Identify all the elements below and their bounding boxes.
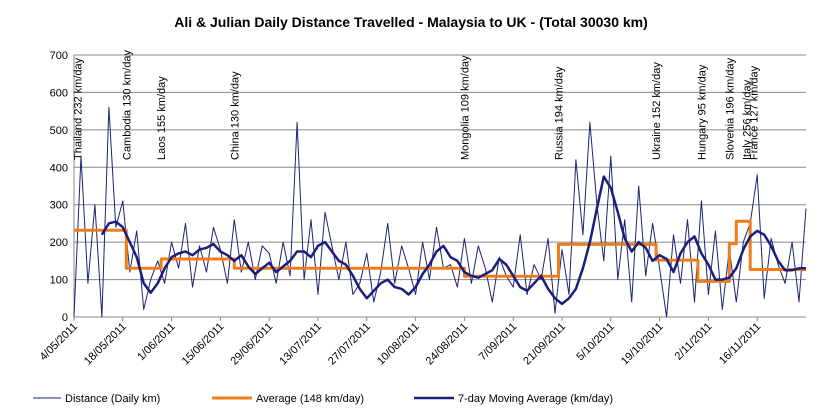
- series-line-moving-average: [100, 175, 806, 306]
- grid-layer: [73, 54, 806, 321]
- annotation-label: Hungary 95 km/day: [696, 64, 708, 160]
- y-tick-label: 500: [50, 125, 68, 137]
- annotation-label: Cambodia 130 km/day: [121, 49, 133, 160]
- legend: Distance (Daily km) Average (148 km/day) 7…: [33, 393, 613, 405]
- x-tick-labels: 4/05/2011 18/05/2011 1/06/2011 15/06/2011 29…: [38, 321, 764, 368]
- y-tick-label: 400: [50, 162, 68, 174]
- x-tick-label: 15/06/2011: [180, 321, 227, 368]
- x-tick-label: 13/07/2011: [277, 321, 324, 368]
- annotation-label: France 127 km/day: [749, 65, 761, 160]
- x-tick-label: 5/10/2011: [574, 321, 617, 364]
- series-layer: [73, 106, 807, 318]
- x-tick-label: 4/05/2011: [38, 321, 81, 364]
- x-tick-label: 7/09/2011: [477, 321, 520, 364]
- y-tick-label: 100: [50, 275, 68, 287]
- legend-label: Distance (Daily km): [65, 393, 160, 405]
- y-tick-label: 200: [50, 237, 68, 249]
- x-tick-label: 19/10/2011: [619, 321, 666, 368]
- x-tick-label: 1/06/2011: [135, 321, 178, 364]
- annotation-label: Thailand 232 km/day: [72, 57, 84, 160]
- annotation-label: Mongolia 109 km/day: [459, 55, 471, 160]
- annotation-layer: Thailand 232 km/day Cambodia 130 km/day La…: [72, 49, 760, 160]
- x-tick-label: 24/08/2011: [424, 321, 471, 368]
- y-tick-label: 300: [50, 200, 68, 212]
- x-tick-label: 21/09/2011: [521, 321, 568, 368]
- x-tick-label: 27/07/2011: [326, 321, 373, 368]
- annotation-label: Laos 155 km/day: [156, 76, 168, 160]
- series-line-average: [74, 219, 806, 283]
- x-tick-label: 16/11/2011: [717, 321, 763, 367]
- y-tick-labels: 0 100 200 300 400 500 600 700: [50, 50, 68, 324]
- chart-title: Ali & Julian Daily Distance Travelled - …: [174, 14, 648, 30]
- y-tick-label: 0: [62, 312, 68, 324]
- x-tick-label: 10/08/2011: [375, 321, 422, 368]
- legend-label: Average (148 km/day): [256, 393, 364, 405]
- annotation-label: Slovenia 196 km/day: [724, 57, 736, 160]
- annotation-label: Italy 256 km/day: [742, 79, 754, 160]
- y-tick-label: 700: [50, 50, 68, 62]
- legend-label: 7-day Moving Average (km/day): [458, 393, 613, 405]
- annotation-label: China 130 km/day: [229, 71, 241, 160]
- x-tick-label: 18/05/2011: [82, 321, 129, 368]
- annotation-label: Ukraine 152 km/day: [651, 62, 663, 160]
- x-tick-label: 2/11/2011: [673, 321, 715, 363]
- x-tick-label: 29/06/2011: [228, 321, 275, 368]
- y-tick-label: 600: [50, 87, 68, 99]
- annotation-label: Russia 194 km/day: [554, 66, 566, 160]
